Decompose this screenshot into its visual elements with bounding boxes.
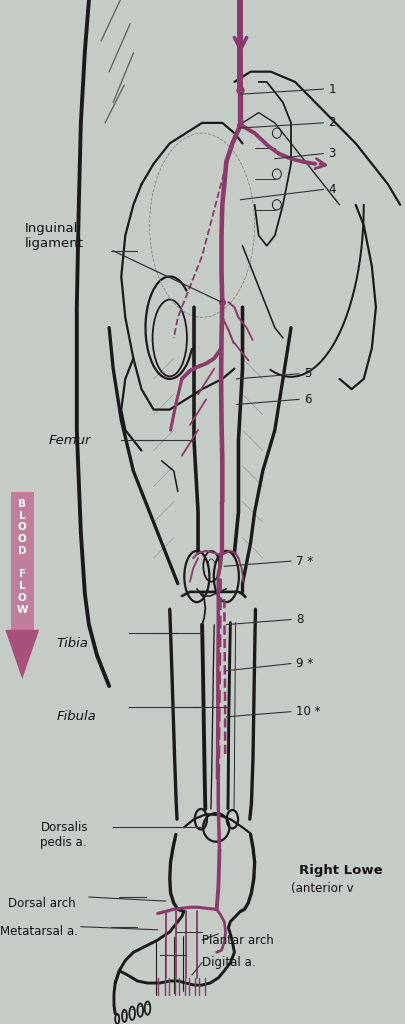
Text: F: F	[19, 569, 26, 580]
Text: 1: 1	[327, 83, 335, 95]
Text: O: O	[18, 522, 27, 532]
Text: 10 *: 10 *	[295, 706, 320, 718]
Text: O: O	[18, 535, 27, 544]
Text: O: O	[18, 593, 27, 603]
Text: Digital a.: Digital a.	[202, 956, 255, 969]
Text: Fibula: Fibula	[56, 711, 96, 723]
FancyBboxPatch shape	[11, 492, 34, 630]
Text: Dorsal arch: Dorsal arch	[8, 897, 75, 909]
Text: 9 *: 9 *	[295, 657, 312, 670]
Text: 6: 6	[303, 393, 311, 406]
Text: (anterior v: (anterior v	[290, 883, 353, 895]
Text: 5: 5	[303, 368, 311, 380]
Text: 7 *: 7 *	[295, 555, 312, 567]
Text: Right Lowe: Right Lowe	[298, 864, 382, 877]
Text: 2: 2	[327, 117, 335, 129]
Text: Femur: Femur	[48, 434, 91, 446]
Text: W: W	[17, 605, 28, 614]
Text: D: D	[18, 546, 26, 556]
Text: Tibia: Tibia	[56, 637, 88, 649]
Text: Plantar arch: Plantar arch	[202, 934, 273, 946]
Text: Inguinal
ligament: Inguinal ligament	[24, 221, 83, 250]
Text: 8: 8	[295, 613, 303, 626]
Text: 4: 4	[327, 183, 335, 196]
Polygon shape	[5, 630, 39, 679]
Text: Dorsalis
pedis a.: Dorsalis pedis a.	[40, 820, 88, 849]
Text: 3: 3	[327, 147, 335, 160]
Text: Metatarsal a.: Metatarsal a.	[0, 926, 78, 938]
Text: L: L	[19, 511, 26, 520]
Text: L: L	[19, 582, 26, 591]
Text: B: B	[18, 499, 26, 509]
